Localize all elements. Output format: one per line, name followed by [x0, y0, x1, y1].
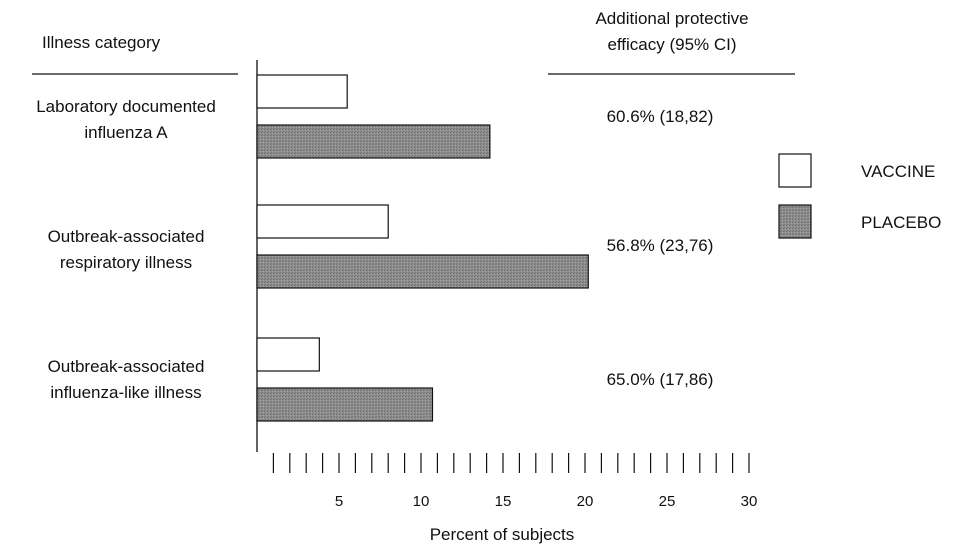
legend-label-placebo: PLACEBO: [861, 213, 941, 232]
efficacy-value: 56.8% (23,76): [607, 236, 714, 255]
x-axis-ticks: [272, 453, 750, 473]
legend-label-vaccine: VACCINE: [861, 162, 935, 181]
x-tick-label: 20: [577, 493, 594, 510]
legend-swatch-vaccine: [778, 153, 812, 188]
column-header-illness-category: Illness category: [42, 33, 161, 52]
bar-placebo-1: [256, 124, 491, 159]
bar-vaccine-2: [256, 204, 389, 239]
column-header-efficacy-line2: efficacy (95% CI): [607, 35, 736, 54]
bar-vaccine-3: [256, 337, 320, 372]
category-labels: Laboratory documented influenza A Outbreak…: [36, 97, 216, 402]
efficacy-value: 60.6% (18,82): [607, 107, 714, 126]
legend: VACCINE PLACEBO: [778, 153, 941, 239]
x-tick-label: 10: [413, 493, 430, 510]
category-label-line: Outbreak-associated: [48, 227, 205, 246]
x-tick-label: 30: [741, 493, 758, 510]
x-axis-tick-labels: 5 10 15 20 25 30: [335, 493, 758, 510]
x-tick-label: 25: [659, 493, 676, 510]
category-label-line: influenza A: [84, 123, 168, 142]
bars-group: [256, 74, 589, 422]
bar-vaccine-1: [256, 74, 348, 109]
x-tick-label: 15: [495, 493, 512, 510]
bar-placebo-2: [256, 254, 589, 289]
x-tick-label: 5: [335, 493, 343, 510]
category-label-line: Laboratory documented: [36, 97, 216, 116]
column-header-efficacy-line1: Additional protective: [595, 9, 748, 28]
legend-swatch-placebo: [778, 204, 812, 239]
efficacy-value: 65.0% (17,86): [607, 370, 714, 389]
bar-placebo-3: [256, 387, 434, 422]
category-label-line: Outbreak-associated: [48, 357, 205, 376]
efficacy-labels: 60.6% (18,82) 56.8% (23,76) 65.0% (17,86): [607, 107, 714, 389]
category-label-line: influenza-like illness: [50, 383, 201, 402]
x-axis-label: Percent of subjects: [430, 525, 575, 544]
category-label-line: respiratory illness: [60, 253, 192, 272]
